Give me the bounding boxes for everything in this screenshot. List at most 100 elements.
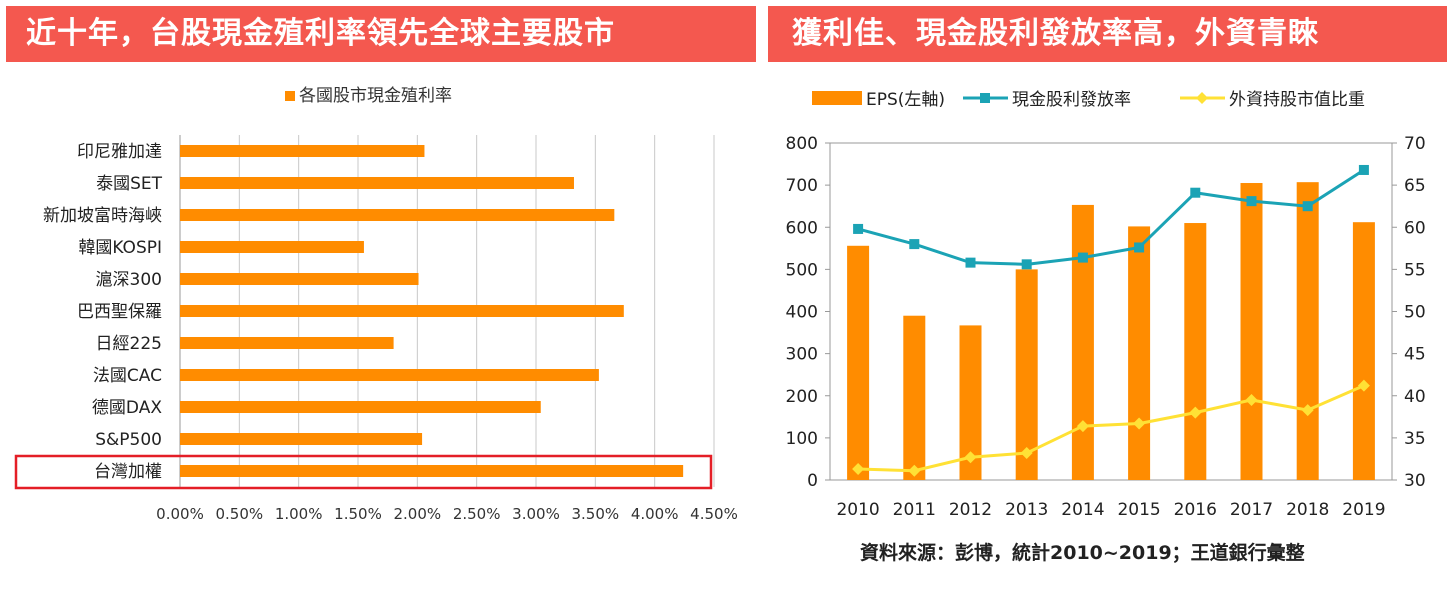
y-right-tick-label: 40 <box>1404 387 1426 407</box>
x-tick-label: 4.50% <box>690 505 738 523</box>
legend-marker-foreign <box>1196 92 1208 104</box>
payout-point <box>1302 201 1313 212</box>
x-tick-label: 2010 <box>836 500 879 520</box>
bar <box>180 337 394 349</box>
x-tick-label: 2017 <box>1230 500 1273 520</box>
y-right-tick-label: 70 <box>1404 134 1426 154</box>
foreign-point <box>1133 417 1146 430</box>
category-label: 日經225 <box>96 334 162 354</box>
eps-payout-chart: EPS(左軸) 現金股利發放率 外資持股市值比重 0 100 200 300 400 500 60… <box>786 90 1426 520</box>
legend-label: 各國股市現金殖利率 <box>299 86 452 106</box>
eps-bar <box>903 315 926 480</box>
x-tick-label: 2016 <box>1174 500 1217 520</box>
eps-bar <box>1352 222 1375 480</box>
legend-label-foreign: 外資持股市值比重 <box>1229 90 1365 110</box>
left-banner-title: 近十年，台股現金殖利率領先全球主要股市 <box>6 6 756 62</box>
foreign-line <box>858 384 1365 473</box>
y-left-tick-label: 600 <box>786 218 818 238</box>
eps-bar <box>1240 183 1263 481</box>
y-left-tick-label: 300 <box>786 345 818 365</box>
bar <box>180 177 574 189</box>
bar <box>180 241 364 253</box>
bar <box>180 401 541 413</box>
y-right-tick-label: 50 <box>1404 303 1426 323</box>
category-label: 巴西聖保羅 <box>77 302 162 322</box>
bar <box>180 369 599 381</box>
bar <box>180 209 615 221</box>
foreign-point <box>1357 379 1370 392</box>
legend-marker-payout <box>980 93 990 103</box>
y-right-tick-label: 60 <box>1404 218 1426 238</box>
x-tick-label: 2019 <box>1342 500 1385 520</box>
eps-bar <box>1128 226 1151 480</box>
right-banner-title: 獲利佳、現金股利發放率高，外資青睞 <box>768 6 1447 62</box>
eps-bar <box>847 245 870 480</box>
y-left-tick-label: 800 <box>786 134 818 154</box>
foreign-point <box>1189 406 1202 419</box>
legend-swatch-eps <box>812 91 862 105</box>
y-right-tick-label: 35 <box>1404 429 1426 449</box>
x-tick-label: 0.50% <box>216 505 264 523</box>
source-note: 資料來源：彭博，統計2010~2019；王道銀行彙整 <box>860 542 1305 564</box>
eps-bar <box>1296 182 1319 480</box>
y-left-tick-label: 700 <box>786 176 818 196</box>
payout-point <box>1134 242 1145 253</box>
x-tick-label: 2.50% <box>453 505 501 523</box>
category-label: S&P500 <box>95 430 162 450</box>
x-tick-label: 4.00% <box>631 505 679 523</box>
y-right-tick-label: 65 <box>1404 176 1426 196</box>
foreign-point <box>908 464 921 477</box>
x-tick-label: 2012 <box>949 500 992 520</box>
legend-label-payout: 現金股利發放率 <box>1012 90 1131 110</box>
payout-point <box>1021 259 1032 270</box>
foreign-point <box>1020 447 1033 460</box>
x-tick-label: 2013 <box>1005 500 1048 520</box>
legend-label-eps: EPS(左軸) <box>866 90 945 110</box>
y-right-tick-label: 30 <box>1404 471 1426 491</box>
y-right-tick-label: 55 <box>1404 260 1426 280</box>
category-label: 滬深300 <box>96 270 162 290</box>
x-tick-label: 0.00% <box>156 505 204 523</box>
foreign-point <box>1076 420 1089 433</box>
payout-line <box>857 168 1365 266</box>
x-tick-label: 2018 <box>1286 500 1329 520</box>
x-tick-label: 2015 <box>1117 500 1160 520</box>
bar <box>180 433 423 445</box>
dividend-yield-chart: 各國股市現金殖利率 0.00% 0.50% 1.00% 1.50% 2.00% 2.50% 3… <box>14 86 738 523</box>
y-left-tick-label: 0 <box>807 471 818 491</box>
payout-point <box>1190 187 1201 198</box>
x-tick-label: 2.00% <box>394 505 442 523</box>
bar <box>180 145 425 157</box>
legend-swatch <box>285 91 295 101</box>
category-label: 印尼雅加達 <box>77 142 162 162</box>
bar <box>180 465 684 477</box>
y-left-tick-label: 500 <box>786 260 818 280</box>
x-tick-label: 2014 <box>1061 500 1104 520</box>
category-label: 泰國SET <box>96 174 163 194</box>
category-label: 韓國KOSPI <box>78 238 162 258</box>
payout-point <box>1077 252 1088 263</box>
payout-point <box>1358 164 1369 175</box>
foreign-point <box>1301 404 1314 417</box>
eps-bar <box>1071 204 1094 480</box>
eps-bar <box>1015 269 1038 480</box>
x-tick-label: 2011 <box>893 500 936 520</box>
x-tick-label: 1.00% <box>275 505 323 523</box>
foreign-point <box>964 451 977 464</box>
category-label: 德國DAX <box>92 398 162 418</box>
bar <box>180 305 624 317</box>
highlight-box <box>14 454 713 490</box>
x-tick-label: 3.00% <box>512 505 560 523</box>
eps-bar <box>1184 223 1207 480</box>
category-label: 新加坡富時海峽 <box>43 206 162 226</box>
y-left-tick-label: 100 <box>786 429 818 449</box>
payout-point <box>965 257 976 268</box>
x-tick-label: 1.50% <box>334 505 382 523</box>
payout-point <box>853 223 864 234</box>
y-right-tick-label: 45 <box>1404 345 1426 365</box>
y-left-tick-label: 200 <box>786 387 818 407</box>
category-label: 台灣加權 <box>94 462 162 482</box>
payout-point <box>1246 196 1257 207</box>
foreign-point <box>852 463 865 476</box>
y-left-tick-label: 400 <box>786 303 818 323</box>
